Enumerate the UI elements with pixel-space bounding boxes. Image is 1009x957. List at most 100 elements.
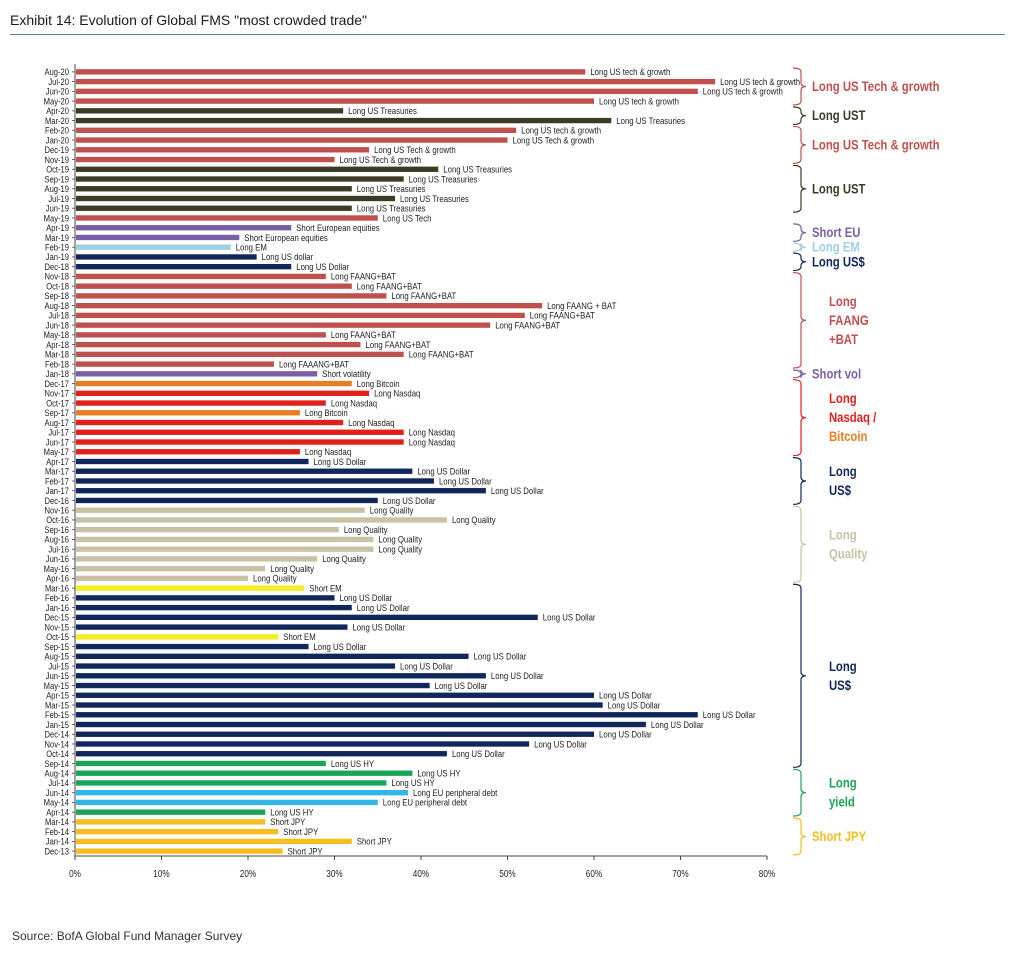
- month-label: Jun-15: [46, 670, 69, 681]
- bar: [76, 731, 594, 737]
- bar: [76, 137, 508, 143]
- month-label: Jan-18: [46, 368, 69, 379]
- month-label: Aug-20: [45, 66, 70, 77]
- month-label: Apr-17: [46, 456, 69, 467]
- bar: [76, 293, 387, 299]
- bar: [76, 790, 409, 796]
- month-label: Mar-18: [45, 349, 69, 360]
- bar-data-label: Long FAANG+BAT: [357, 281, 423, 292]
- bar: [76, 663, 396, 669]
- bar: [76, 848, 283, 854]
- month-label: Dec-16: [45, 495, 70, 506]
- month-label: Jan-15: [46, 719, 69, 730]
- bar: [76, 312, 525, 319]
- month-label: Jan-14: [46, 836, 69, 847]
- month-label: Jul-19: [48, 193, 69, 204]
- bar: [76, 78, 716, 85]
- bar-data-label: Long US Dollar: [543, 612, 596, 623]
- x-tick-label: 50%: [499, 868, 515, 879]
- month-label: Aug-16: [45, 534, 70, 545]
- bar-data-label: Long Nasdaq: [331, 398, 377, 409]
- month-label: Mar-15: [45, 699, 69, 710]
- month-label: Mar-16: [45, 583, 69, 594]
- bar-data-label: Long Nasdaq: [409, 437, 455, 448]
- month-label: Aug-18: [45, 300, 70, 311]
- bar: [76, 556, 318, 562]
- bar: [76, 497, 378, 504]
- bar: [76, 176, 404, 182]
- month-label: Jul-14: [48, 777, 69, 788]
- month-label: Mar-17: [45, 466, 69, 477]
- theme-label: Short EU: [812, 225, 860, 240]
- bar: [76, 332, 326, 338]
- month-label: Jul-15: [48, 661, 69, 672]
- bar: [76, 449, 300, 455]
- month-label: Sep-18: [45, 290, 70, 301]
- bar-data-label: Short JPY: [357, 836, 392, 847]
- bar-data-label: Short volatility: [322, 368, 371, 379]
- bar-data-label: Long US HY: [391, 777, 434, 788]
- month-label: Apr-18: [46, 339, 69, 350]
- month-label: Feb-19: [45, 242, 69, 253]
- month-label: Sep-15: [45, 641, 70, 652]
- month-label: Feb-17: [45, 475, 69, 486]
- month-label: Jul-18: [48, 310, 69, 321]
- bar-data-label: Long Quality: [344, 524, 388, 535]
- month-label: Aug-17: [45, 417, 70, 428]
- month-label: Nov-17: [45, 388, 70, 399]
- theme-brace: [792, 768, 807, 817]
- bar: [76, 828, 279, 835]
- bar: [76, 273, 326, 280]
- theme-label: Long: [829, 776, 857, 791]
- bar: [76, 517, 447, 523]
- bar: [76, 283, 352, 289]
- bar: [76, 254, 257, 260]
- month-label: Mar-20: [45, 115, 69, 126]
- bar: [76, 108, 344, 114]
- bar: [76, 527, 339, 533]
- bar-data-label: Long EU peripheral debt: [413, 787, 498, 798]
- theme-brace: [792, 164, 807, 213]
- bar-data-label: Long US Treasuries: [357, 183, 426, 194]
- theme-label: Long: [829, 391, 857, 406]
- bar-data-label: Long US Dollar: [703, 709, 756, 720]
- month-label: Apr-15: [46, 690, 69, 701]
- bar: [76, 478, 434, 484]
- theme-label: Long: [829, 464, 857, 479]
- bar: [76, 692, 594, 698]
- bar-data-label: Long US Dollar: [400, 661, 453, 672]
- month-label: Apr-14: [46, 807, 69, 818]
- bar-data-label: Long Quality: [322, 553, 366, 564]
- bar-data-label: Long Quality: [270, 563, 314, 574]
- bar: [76, 390, 370, 396]
- month-label: Dec-15: [45, 612, 70, 623]
- month-label: Mar-19: [45, 232, 69, 243]
- month-label: Dec-17: [45, 378, 70, 389]
- plot-area: 0% 10% 20% 30% 40% 50% 60% 70% 80%: [69, 64, 775, 879]
- bar: [76, 322, 491, 328]
- bar-data-label: Long US tech & growth: [720, 76, 800, 87]
- bar: [76, 604, 352, 611]
- bar-data-label: Long US Dollar: [608, 700, 661, 711]
- bar-data-label: Long US Tech & growth: [513, 135, 595, 146]
- bar-data-label: Long EU peripheral debt: [383, 797, 468, 808]
- bar-data-label: Long FAANG+BAT: [391, 290, 457, 301]
- exhibit-title: Exhibit 14: Evolution of Global FMS "mos…: [10, 12, 367, 28]
- month-label: Oct-17: [46, 398, 69, 409]
- bar: [76, 156, 335, 163]
- bar-data-label: Long FAANG+BAT: [409, 349, 475, 360]
- bar-data-label: Long Nasdaq: [348, 417, 394, 428]
- bar: [76, 643, 309, 650]
- theme-brace: [792, 106, 807, 126]
- month-label: Jan-17: [46, 485, 69, 496]
- month-label: Apr-20: [46, 105, 69, 116]
- theme-braces: Long US Tech & growth Long UST Long US Tec…: [792, 67, 940, 856]
- bar-data-label: Long US Treasuries: [616, 115, 685, 126]
- bar-data-label: Long US Dollar: [296, 261, 349, 272]
- bar: [76, 458, 309, 465]
- month-label: Apr-19: [46, 222, 69, 233]
- theme-label: Long US$: [812, 254, 865, 269]
- bar-data-label: Short JPY: [283, 826, 318, 837]
- bar-data-label: Long FAANG+BAT: [365, 339, 431, 350]
